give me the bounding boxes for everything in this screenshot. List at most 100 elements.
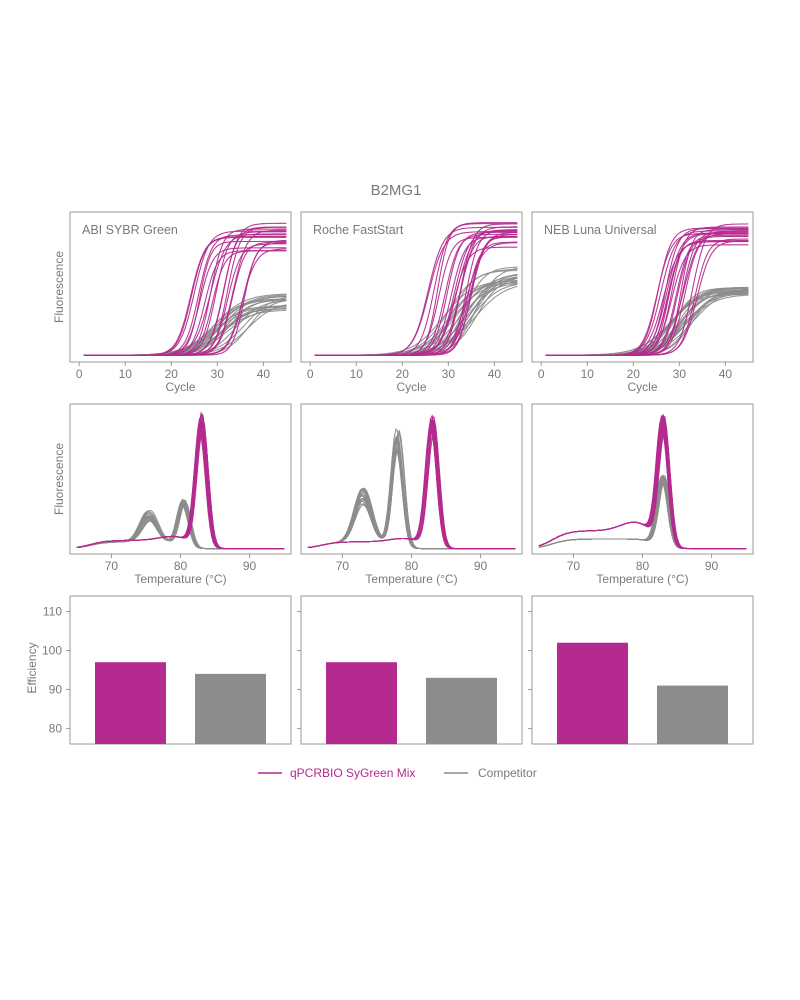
sygreen-curve [307,417,516,550]
sygreen-curve [314,235,518,356]
sygreen-curve [314,236,518,356]
sygreen-curve [307,423,516,550]
y-axis-label: Fluorescence [52,443,66,515]
sygreen-bar [557,642,628,744]
competitor-curve [314,269,518,356]
melt-panel-2: 70 80 90 Temperature (°C) [300,403,523,586]
x-tick-label: 80 [636,559,650,573]
competitor-bar [195,673,266,744]
competitor-series [307,427,516,550]
x-tick-label: 40 [488,367,502,381]
sygreen-series [307,414,516,550]
sygreen-curve [83,226,287,356]
competitor-curve [538,481,747,550]
x-axis-label: Cycle [396,380,426,394]
x-tick-label: 30 [211,367,225,381]
sygreen-curve [314,236,518,356]
competitor-curve [307,433,516,550]
x-tick-label: 30 [442,367,456,381]
x-tick-label: 80 [174,559,188,573]
sygreen-series [76,411,285,550]
competitor-curve [307,449,516,550]
sygreen-curve [76,426,285,550]
competitor-curve [538,479,747,550]
sygreen-series [538,413,747,550]
competitor-curve [307,429,516,550]
sygreen-bar [326,662,397,744]
legend: qPCRBIO SyGreen Mix Competitor [258,766,537,780]
competitor-curve [538,477,747,550]
x-tick-label: 90 [474,559,488,573]
sygreen-curve [538,415,747,550]
competitor-curve [538,474,747,550]
sygreen-series [314,222,518,356]
competitor-curve [307,447,516,550]
sygreen-curve [76,414,285,550]
sygreen-curve [538,417,747,550]
x-tick-label: 70 [105,559,119,573]
x-tick-label: 20 [396,367,410,381]
sygreen-bar [95,662,166,744]
competitor-curve [538,479,747,550]
plot-frame [69,403,292,555]
sygreen-curve [538,419,747,550]
legend-sygreen-label: qPCRBIO SyGreen Mix [290,766,415,780]
y-tick-label: 110 [43,605,62,619]
x-tick-label: 40 [719,367,733,381]
sygreen-curve [76,425,285,550]
sygreen-curve [76,412,285,550]
amplification-panel-1: 0 10 20 30 40 Cycle Fluorescence ABI SYBR Green [52,211,292,394]
panel-title: NEB Luna Universal [544,223,657,237]
x-tick-label: 80 [405,559,419,573]
sygreen-curve [538,419,747,550]
sygreen-curve [307,421,516,550]
sygreen-curve [83,250,287,356]
sygreen-curve [76,419,285,550]
sygreen-curve [538,414,747,550]
competitor-bar [657,685,728,744]
competitor-series [538,474,747,550]
sygreen-curve [538,419,747,550]
sygreen-curve [307,418,516,550]
sygreen-curve [83,233,287,356]
competitor-curve [307,447,516,550]
sygreen-curve [538,414,747,550]
sygreen-curve [307,423,516,550]
sygreen-curve [83,234,287,356]
plot-frame [300,403,523,555]
competitor-curve [538,479,747,550]
sygreen-curve [76,416,285,550]
competitor-curve [538,475,747,550]
sygreen-curve [538,416,747,550]
plot-frame [69,595,292,745]
sygreen-curve [76,415,285,550]
competitor-curve [307,427,516,550]
sygreen-curve [307,419,516,550]
sygreen-curve [538,427,747,550]
sygreen-curve [538,421,747,550]
competitor-curve [538,479,747,550]
y-tick-label: 80 [49,721,63,735]
sygreen-curve [307,423,516,550]
competitor-curve [314,277,518,356]
plot-frame [300,211,523,363]
sygreen-curve [307,427,516,550]
sygreen-curve [538,415,747,550]
sygreen-curve [314,246,518,356]
sygreen-curve [307,420,516,550]
panel-title: Roche FastStart [313,223,404,237]
competitor-curve [538,482,747,550]
competitor-curve [307,439,516,550]
sygreen-curve [83,240,287,356]
competitor-curve [83,296,287,356]
plot-frame [300,595,523,745]
x-tick-label: 90 [243,559,257,573]
competitor-curve [538,477,747,550]
x-tick-label: 90 [705,559,719,573]
competitor-curve [307,442,516,550]
sygreen-curve [83,229,287,356]
competitor-curve [545,287,749,356]
sygreen-curve [76,429,285,550]
sygreen-curve [307,419,516,550]
sygreen-curve [307,432,516,550]
